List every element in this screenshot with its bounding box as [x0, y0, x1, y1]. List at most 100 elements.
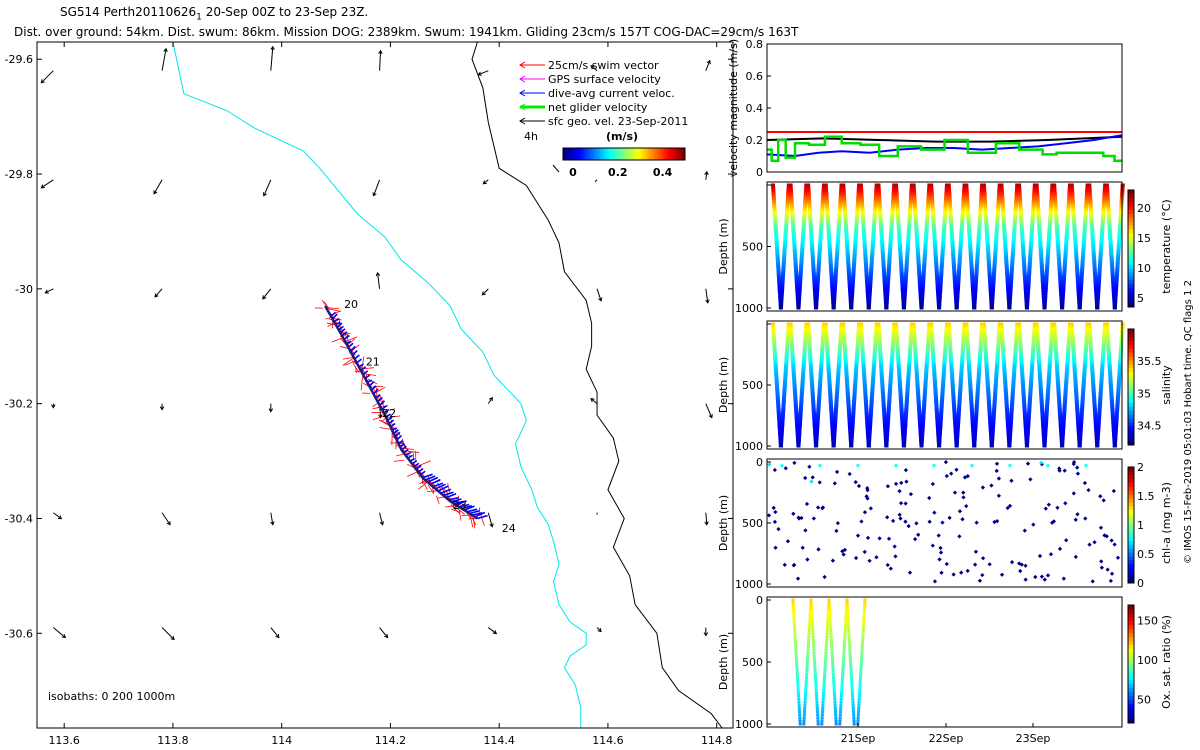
profile-point: [785, 201, 790, 205]
profile-point: [941, 238, 946, 242]
profile-point: [1099, 236, 1104, 240]
profile-point: [870, 255, 875, 259]
profile-point: [1071, 208, 1076, 212]
profile-point: [933, 389, 938, 393]
profile-point: [974, 411, 979, 415]
profile-point: [1052, 330, 1057, 334]
profile-point: [957, 259, 962, 263]
profile-point: [1022, 261, 1027, 265]
profile-point: [966, 357, 971, 361]
profile-point: [847, 281, 852, 285]
profile-point: [903, 424, 908, 428]
profile-point: [1054, 220, 1059, 224]
profile-point: [1067, 193, 1072, 197]
profile-point: [920, 283, 925, 287]
profile-point: [934, 411, 939, 415]
profile-point: [851, 263, 856, 267]
profile-point: [934, 397, 939, 401]
profile-point: [1057, 261, 1062, 265]
profile-point: [828, 399, 833, 403]
profile-point: [1013, 212, 1018, 216]
profile-point: [983, 206, 988, 210]
profile-point: [992, 263, 997, 267]
profile-point: [816, 263, 821, 267]
swim-vector: [361, 356, 365, 370]
profile-point: [1031, 210, 1036, 214]
profile-point: [1096, 288, 1101, 292]
profile-point: [949, 369, 954, 373]
profile-point: [860, 208, 865, 212]
profile-point: [836, 234, 841, 238]
profile-point: [894, 326, 899, 330]
profile-point: [1102, 195, 1107, 199]
profile-point: [1034, 183, 1039, 187]
profile-point: [1065, 220, 1070, 224]
profile-point: [915, 236, 920, 240]
profile-point: [806, 187, 811, 191]
profile-point: [890, 212, 895, 216]
swim-vector: [380, 420, 390, 426]
profile-point: [1049, 191, 1054, 195]
profile-point: [801, 228, 806, 232]
profile-point: [876, 191, 881, 195]
profile-point: [846, 271, 851, 275]
profile-point: [814, 434, 819, 438]
profile-point: [974, 263, 979, 267]
profile-point: [888, 377, 893, 381]
profile-point: [912, 338, 917, 342]
profile-point: [812, 279, 817, 283]
profile-point: [863, 391, 868, 395]
profile-point: [1045, 265, 1050, 269]
profile-point: [791, 361, 796, 365]
profile-point: [876, 189, 881, 193]
profile-point: [816, 399, 821, 403]
profile-point: [1028, 389, 1033, 393]
profile-point: [817, 393, 822, 397]
profile-point: [899, 267, 904, 271]
colorbar-cell: [1128, 232, 1134, 238]
profile-point: [860, 212, 865, 216]
profile-point: [1001, 214, 1006, 218]
profile-point: [818, 373, 823, 377]
profile-point: [830, 290, 835, 294]
profile-point: [1047, 232, 1052, 236]
profile-point: [1073, 249, 1078, 253]
profile-point: [951, 391, 956, 395]
profile-point: [983, 342, 988, 346]
profile-point: [938, 288, 943, 292]
profile-point: [1004, 399, 1009, 403]
profile-point: [860, 342, 865, 346]
profile-point: [780, 420, 785, 424]
profile-point: [1039, 255, 1044, 259]
profile-point: [930, 340, 935, 344]
profile-point: [850, 283, 855, 287]
velocity-arrow-head: [44, 289, 49, 294]
profile-point: [835, 247, 840, 251]
profile-point: [1056, 242, 1061, 246]
profile-point: [886, 267, 891, 271]
profile-point: [790, 353, 795, 356]
profile-point: [774, 381, 779, 385]
profile-point: [806, 326, 811, 330]
profile-point: [914, 361, 919, 365]
profile-point: [1010, 401, 1015, 405]
profile-point: [905, 383, 910, 387]
profile-point: [1001, 359, 1006, 363]
profile-point: [781, 411, 786, 415]
swim-vector: [372, 415, 386, 420]
profile-point: [913, 355, 918, 359]
profile-point: [905, 393, 910, 397]
profile-point: [990, 430, 995, 434]
profile-point: [1039, 393, 1044, 397]
profile-point: [1074, 251, 1079, 255]
profile-point: [775, 395, 780, 399]
profile-point: [887, 389, 892, 393]
profile-point: [811, 411, 816, 415]
profile-point: [939, 409, 944, 413]
profile-point: [862, 377, 867, 381]
profile-point: [867, 436, 872, 440]
profile-point: [909, 189, 914, 193]
profile-point: [842, 208, 847, 212]
profile-point: [779, 302, 784, 306]
colorbar-cell: [1128, 287, 1134, 292]
